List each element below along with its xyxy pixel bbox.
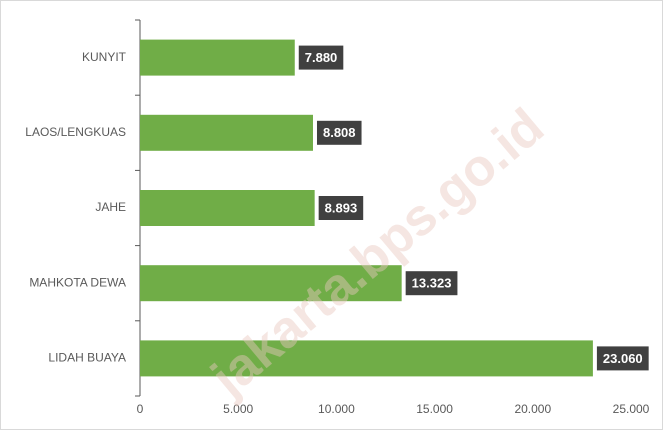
value-label-box	[405, 271, 458, 296]
y-tick-label: JAHE	[95, 200, 126, 214]
value-label: 23.060	[603, 351, 643, 366]
bar	[140, 39, 295, 76]
value-label-box	[318, 196, 364, 220]
value-label: 8.893	[325, 200, 358, 215]
bar	[140, 190, 315, 226]
bar	[140, 340, 593, 377]
x-tick-label: 15.000	[416, 402, 453, 416]
y-tick-label: LIDAH BUAYA	[48, 351, 126, 365]
value-label-box	[316, 120, 362, 145]
y-tick-label: MAHKOTA DEWA	[29, 275, 126, 289]
x-tick-label: 20.000	[514, 402, 551, 416]
x-tick-label: 0	[137, 402, 144, 416]
value-label: 13.323	[412, 276, 452, 291]
x-tick-label: 5.000	[223, 402, 253, 416]
value-label-box	[298, 45, 344, 70]
y-tick-label: LAOS/LENGKUAS	[25, 125, 126, 139]
y-tick-label: KUNYIT	[82, 50, 127, 64]
x-tick-label: 25.000	[613, 402, 650, 416]
value-label: 7.880	[305, 50, 338, 65]
bar	[140, 265, 402, 302]
bar	[140, 114, 313, 151]
x-tick-label: 10.000	[318, 402, 355, 416]
value-label: 8.808	[323, 125, 356, 140]
value-label-box	[596, 346, 649, 371]
